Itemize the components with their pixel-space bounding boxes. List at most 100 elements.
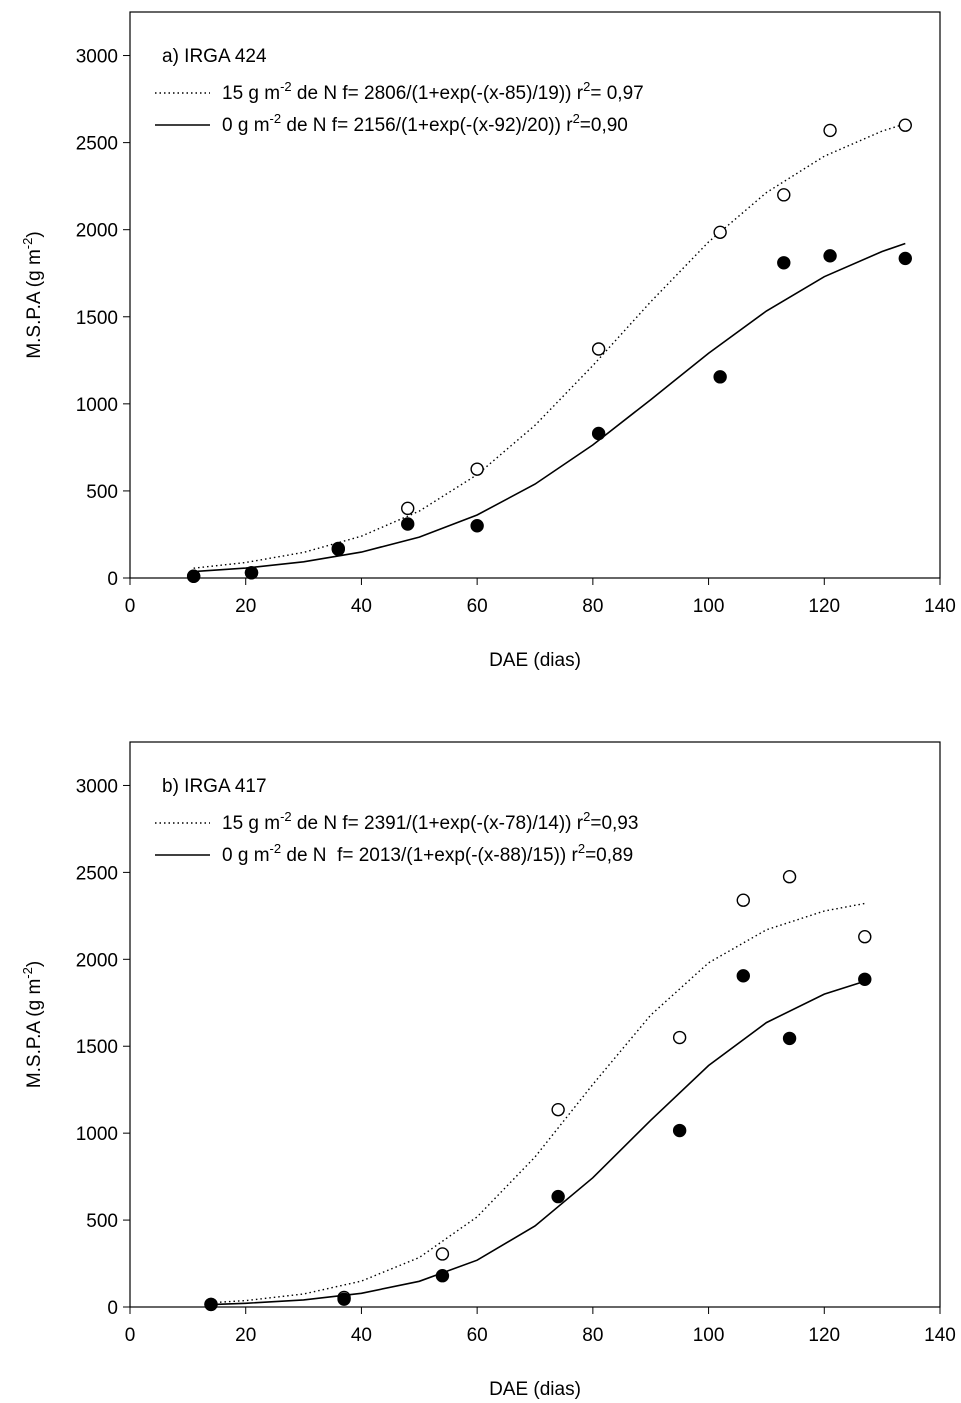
data-point <box>470 519 484 533</box>
x-tick-label: 80 <box>582 1325 603 1346</box>
x-tick-label: 120 <box>808 596 840 617</box>
text-part: de N f= 2806/(1+exp(-(x-85)/19)) r <box>292 83 584 104</box>
data-point <box>782 870 797 884</box>
x-tick-label: 100 <box>693 596 725 617</box>
superscript: -2 <box>270 841 282 856</box>
text-part: M.S.P.A (g m <box>24 249 45 358</box>
text-part: =0,90 <box>580 115 628 136</box>
text-part: 15 g m <box>222 83 280 104</box>
panel-title: b) IRGA 417 <box>162 776 267 797</box>
text-part: =0,93 <box>590 813 638 834</box>
data-point <box>823 249 837 263</box>
x-tick-label: 60 <box>467 596 488 617</box>
legend-label: 0 g m-2 de N f= 2156/(1+exp(-(x-92)/20))… <box>222 111 628 136</box>
text-part: 0 g m <box>222 115 270 136</box>
superscript: -2 <box>280 79 292 94</box>
x-axis-label: DAE (dias) <box>489 650 581 671</box>
data-point <box>782 1031 797 1046</box>
data-point <box>337 1292 351 1306</box>
y-tick-label: 1000 <box>76 1124 118 1145</box>
x-tick-label: 40 <box>351 596 372 617</box>
legend-label: 15 g m-2 de N f= 2391/(1+exp(-(x-78)/14)… <box>222 809 638 834</box>
y-axis-label: M.S.P.A (g m-2) <box>20 231 45 358</box>
data-point <box>401 517 415 531</box>
fit-curve <box>210 980 866 1306</box>
superscript: 2 <box>573 111 580 126</box>
data-point <box>898 118 912 132</box>
superscript: -2 <box>20 967 35 979</box>
data-point <box>858 972 872 986</box>
x-tick-label: 40 <box>351 1325 372 1346</box>
y-tick-label: 1500 <box>76 1037 118 1058</box>
data-point <box>244 566 259 580</box>
x-tick-label: 140 <box>924 596 956 617</box>
x-tick-label: 100 <box>693 1325 725 1346</box>
plot-frame <box>129 11 941 579</box>
text-part: ) <box>24 961 45 967</box>
data-point <box>777 188 791 202</box>
data-point <box>672 1123 687 1138</box>
y-tick-label: 2500 <box>76 863 118 884</box>
y-tick-label: 0 <box>107 1298 118 1319</box>
text-part: de N f= 2013/(1+exp(-(x-88)/15)) r <box>281 845 578 866</box>
data-point <box>898 251 912 266</box>
legend-label: 15 g m-2 de N f= 2806/(1+exp(-(x-85)/19)… <box>222 79 644 104</box>
x-tick-label: 20 <box>235 596 256 617</box>
data-point <box>591 426 606 441</box>
x-axis-label: DAE (dias) <box>489 1379 581 1400</box>
data-point <box>331 542 345 556</box>
y-tick-label: 1500 <box>76 308 118 329</box>
superscript: -2 <box>270 111 282 126</box>
text-part: de N f= 2156/(1+exp(-(x-92)/20)) r <box>281 115 573 136</box>
plot-frame <box>129 741 941 1308</box>
data-point <box>470 462 484 476</box>
fit-curve <box>193 242 906 573</box>
y-tick-label: 3000 <box>76 776 118 797</box>
text-part: 0 g m <box>222 845 270 866</box>
superscript: -2 <box>20 238 35 250</box>
data-point <box>591 342 606 356</box>
data-point <box>551 1102 565 1117</box>
data-point <box>401 501 415 516</box>
superscript: 2 <box>583 79 590 94</box>
y-tick-label: 2000 <box>76 950 118 971</box>
y-tick-label: 500 <box>86 1211 118 1232</box>
text-part: M.S.P.A (g m <box>24 979 45 1088</box>
y-tick-label: 3000 <box>76 47 118 68</box>
superscript: 2 <box>578 841 585 856</box>
data-point <box>435 1269 450 1283</box>
fit-curve <box>210 902 865 1304</box>
text-part: 15 g m <box>222 813 280 834</box>
x-tick-label: 0 <box>125 1325 136 1346</box>
data-point <box>551 1189 565 1204</box>
data-point <box>823 123 837 138</box>
fit-curve <box>193 123 906 569</box>
y-axis-label: M.S.P.A (g m-2) <box>20 961 45 1088</box>
data-point <box>204 1297 218 1312</box>
x-tick-label: 80 <box>582 596 603 617</box>
y-tick-label: 2000 <box>76 221 118 242</box>
data-point <box>713 225 727 240</box>
data-point <box>736 893 750 907</box>
x-tick-label: 20 <box>235 1325 256 1346</box>
x-tick-label: 120 <box>808 1325 840 1346</box>
text-part: = 0,97 <box>590 83 643 104</box>
data-point <box>777 256 791 270</box>
y-tick-label: 0 <box>107 569 118 590</box>
data-point <box>713 370 727 384</box>
y-tick-label: 500 <box>86 482 118 503</box>
x-tick-label: 0 <box>125 596 136 617</box>
panel-title: a) IRGA 424 <box>162 46 267 67</box>
x-tick-label: 140 <box>924 1325 956 1346</box>
y-tick-label: 1000 <box>76 395 118 416</box>
text-part: =0,89 <box>585 845 633 866</box>
y-tick-label: 2500 <box>76 134 118 155</box>
data-point <box>672 1030 687 1045</box>
data-point <box>736 969 750 983</box>
data-point <box>435 1247 450 1261</box>
superscript: 2 <box>583 809 590 824</box>
legend-label: 0 g m-2 de N f= 2013/(1+exp(-(x-88)/15))… <box>222 841 633 866</box>
text-part: de N f= 2391/(1+exp(-(x-78)/14)) r <box>292 813 584 834</box>
text-part: ) <box>24 231 45 237</box>
